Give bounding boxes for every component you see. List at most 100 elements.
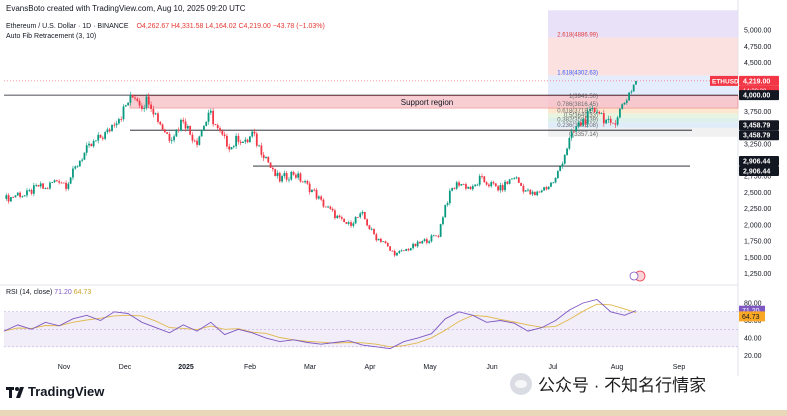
candle-body xyxy=(474,184,477,187)
candle-body xyxy=(124,105,127,107)
candle-body xyxy=(515,177,518,179)
tradingview-logo-icon xyxy=(6,386,24,398)
candle-body xyxy=(446,203,449,205)
indicator-label[interactable]: Auto Fib Retracement (3, 10) xyxy=(6,33,97,40)
candle-body xyxy=(122,106,125,120)
candle-body xyxy=(563,154,566,164)
candle-body xyxy=(550,182,552,187)
candle-body xyxy=(145,96,148,108)
candle-body xyxy=(97,134,100,141)
candle-body xyxy=(632,84,635,92)
fib-label-4: 0.618(3718.27) xyxy=(557,108,598,114)
candle-body xyxy=(458,182,460,186)
candle-body xyxy=(354,216,357,224)
candle-body xyxy=(352,223,355,226)
candle-body xyxy=(453,188,456,189)
candle-body xyxy=(513,178,516,179)
fib-label-0: 2.618(4886.99) xyxy=(557,33,598,39)
candle-body xyxy=(465,184,467,189)
candle-body xyxy=(589,108,591,111)
candle-body xyxy=(421,241,424,244)
candle-body xyxy=(584,119,587,125)
candle-body xyxy=(274,169,277,176)
candle-body xyxy=(556,171,559,178)
rsi-line xyxy=(3,299,637,350)
candle-body xyxy=(292,171,295,175)
y-tick-label: 2,500.00 xyxy=(744,190,771,197)
candle-body xyxy=(455,182,458,189)
candle-body xyxy=(180,119,182,131)
x-tick-label: May xyxy=(423,364,437,371)
candle-body xyxy=(508,179,511,184)
candle-body xyxy=(389,246,391,251)
candle-body xyxy=(58,181,61,183)
symbol-label[interactable]: Ethereum / U.S. Dollar · 1D · BINANCE xyxy=(6,23,129,30)
candle-body xyxy=(115,123,118,126)
candle-body xyxy=(304,181,306,183)
candle-body xyxy=(283,173,286,177)
candle-body xyxy=(540,190,543,193)
candle-body xyxy=(23,195,26,197)
candle-body xyxy=(78,160,81,167)
price-tag-bg xyxy=(739,75,779,86)
candle-body xyxy=(497,186,500,191)
fib-band-5 xyxy=(548,127,738,137)
support-region-label: Support region xyxy=(401,98,453,107)
price-tag-label: 2,906.44 xyxy=(743,169,770,176)
candle-body xyxy=(138,100,141,106)
candle-body xyxy=(260,145,263,155)
fib-band-2 xyxy=(548,113,738,118)
candle-body xyxy=(170,140,173,142)
candle-body xyxy=(407,249,410,251)
candle-body xyxy=(400,250,403,252)
fib-label-1: 1.618(4302.63) xyxy=(557,70,598,76)
candle-body xyxy=(186,125,189,129)
candle-body xyxy=(5,195,8,199)
price-tag-label: 2,906.44 xyxy=(743,159,770,166)
fib-zone-upper xyxy=(548,37,738,76)
candle-body xyxy=(49,182,51,189)
candle-body xyxy=(577,122,580,127)
candle-body xyxy=(522,185,525,192)
candle-body xyxy=(467,186,470,189)
rsi-tick-label: 20.00 xyxy=(744,353,762,360)
candle-body xyxy=(85,145,88,153)
candle-body xyxy=(184,121,187,129)
candle-body xyxy=(81,159,84,161)
candle-body xyxy=(301,181,304,183)
symbol-tag-label: ETHUSD xyxy=(712,78,739,85)
candle-body xyxy=(168,133,171,141)
candle-body xyxy=(414,243,417,247)
rsi-ma-tag-bg xyxy=(739,311,765,322)
candle-body xyxy=(517,177,520,183)
candle-body xyxy=(570,131,573,138)
candle-body xyxy=(460,184,463,186)
candle-body xyxy=(72,168,74,178)
candle-body xyxy=(7,195,10,202)
rsi-legend[interactable]: RSI (14, close) 71.20 64.73 xyxy=(6,289,91,296)
candle-body xyxy=(311,189,313,193)
candle-body xyxy=(232,146,235,148)
candle-body xyxy=(140,105,143,109)
candle-body xyxy=(380,238,382,242)
candle-body xyxy=(428,241,431,243)
candle-body xyxy=(88,143,90,146)
candle-body xyxy=(630,91,633,93)
candle-body xyxy=(393,250,396,256)
candle-body xyxy=(28,190,31,191)
candle-body xyxy=(605,119,608,124)
candle-body xyxy=(340,217,343,219)
candle-body xyxy=(363,211,366,220)
candle-body xyxy=(485,182,488,185)
candle-body xyxy=(308,183,311,193)
candle-body xyxy=(561,163,564,167)
price-tag-label: 3,458.79 xyxy=(743,123,770,130)
candle-body xyxy=(163,129,166,133)
candle-body xyxy=(338,215,341,218)
candle-body xyxy=(478,176,481,185)
x-tick-label: Aug xyxy=(611,364,624,371)
tradingview-logo[interactable]: TradingView xyxy=(6,384,104,399)
candle-body xyxy=(575,126,578,132)
candle-body xyxy=(435,235,437,237)
